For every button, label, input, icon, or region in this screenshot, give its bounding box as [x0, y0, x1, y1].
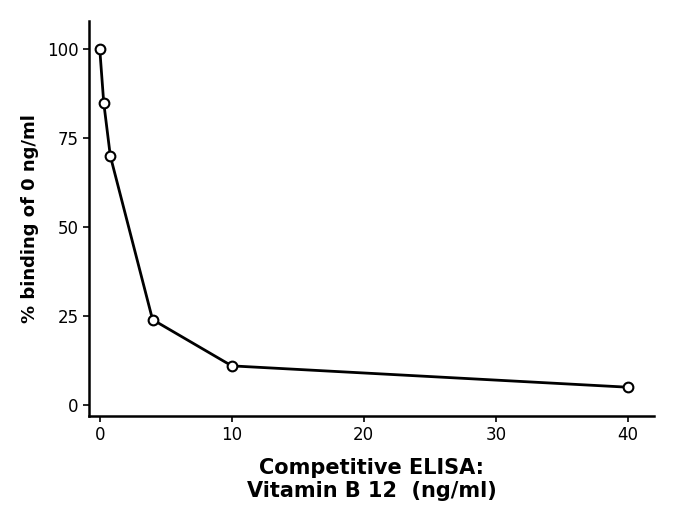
Y-axis label: % binding of 0 ng/ml: % binding of 0 ng/ml	[21, 114, 39, 323]
X-axis label: Competitive ELISA:
Vitamin B 12  (ng/ml): Competitive ELISA: Vitamin B 12 (ng/ml)	[247, 458, 497, 501]
